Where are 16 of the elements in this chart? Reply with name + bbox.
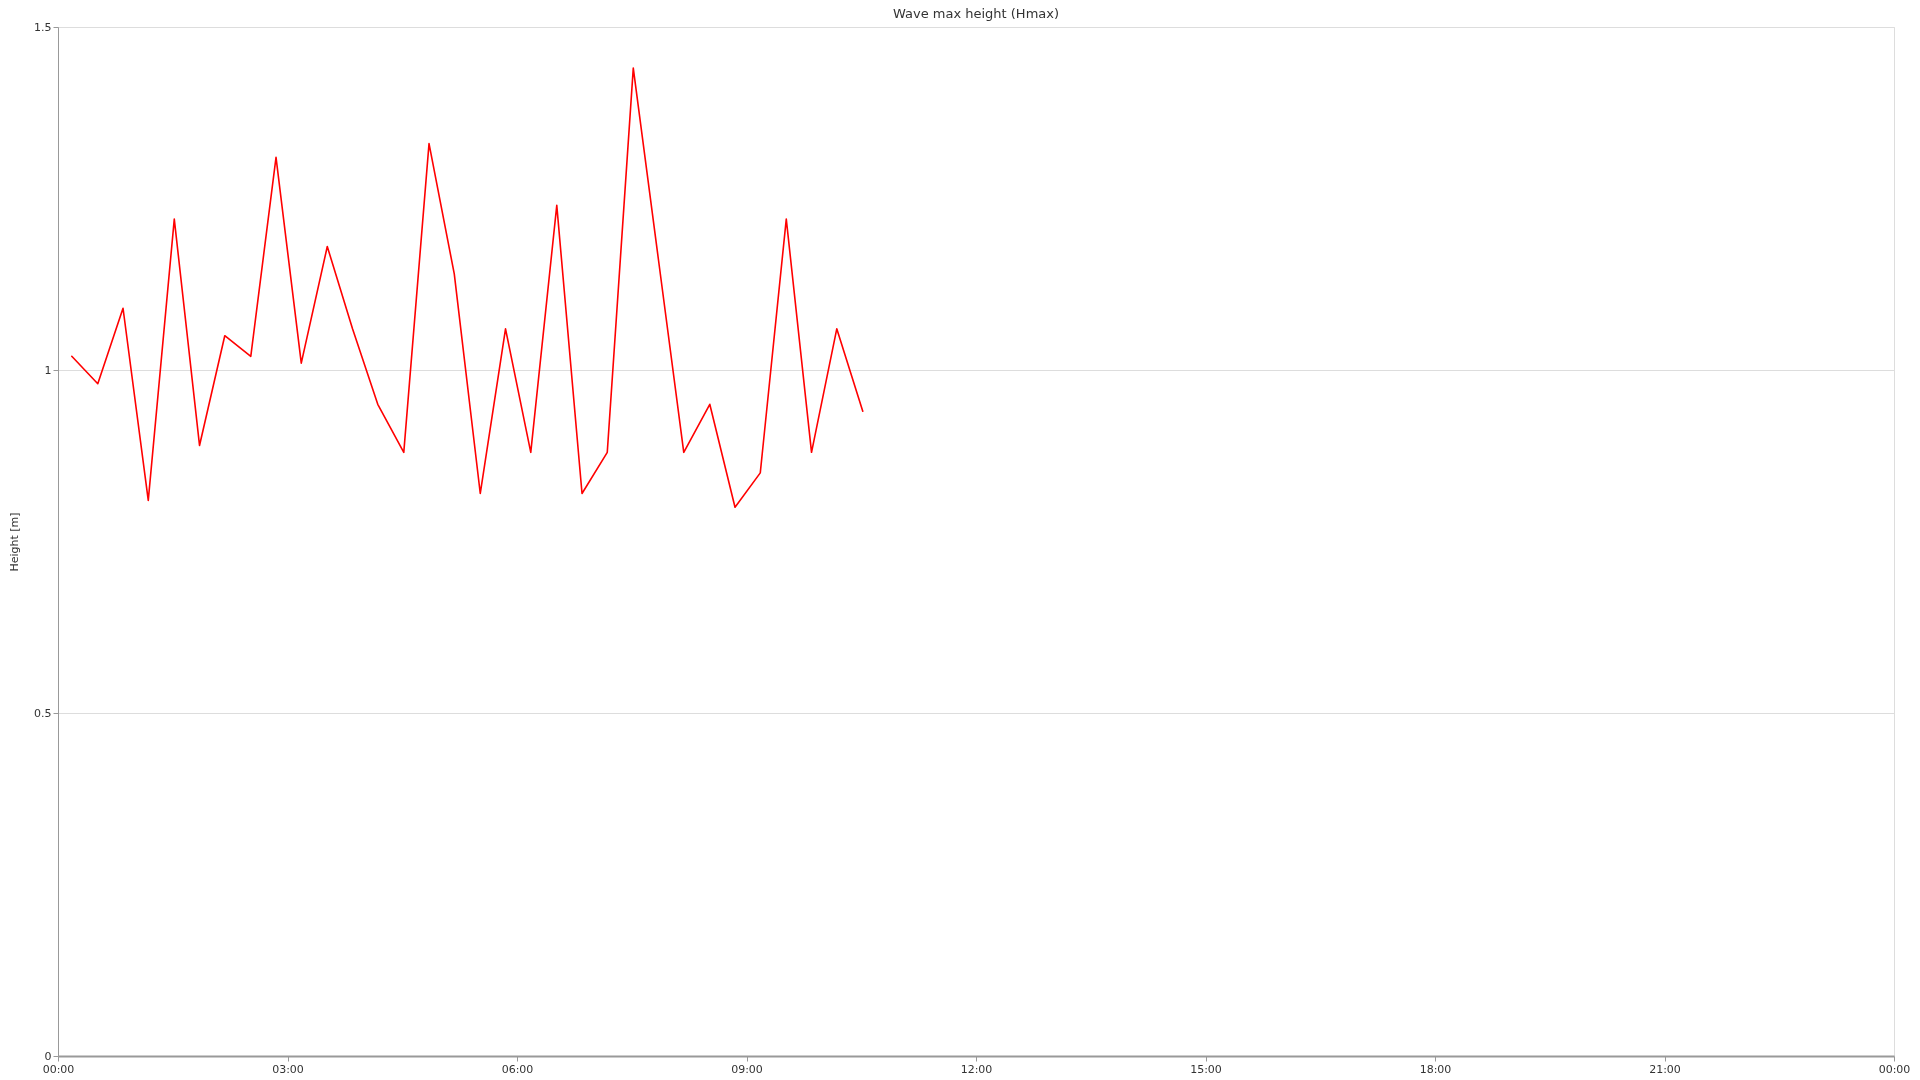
x-tick-label: 21:00 bbox=[1649, 1062, 1681, 1076]
x-tick-label: 09:00 bbox=[731, 1062, 763, 1076]
line-series bbox=[70, 67, 864, 508]
x-tick-label: 03:00 bbox=[272, 1062, 304, 1076]
x-tick-label: 06:00 bbox=[501, 1062, 534, 1076]
y-tick-label: 0.5 bbox=[34, 706, 52, 720]
y-tick-label: 0 bbox=[44, 1049, 52, 1063]
x-tick-label: 18:00 bbox=[1419, 1062, 1452, 1076]
y-tick-label: 1.5 bbox=[34, 20, 52, 34]
chart-title: Wave max height (Hmax) bbox=[892, 6, 1060, 21]
x-tick-label: 12:00 bbox=[960, 1062, 993, 1076]
x-tick-label: 15:00 bbox=[1190, 1062, 1222, 1076]
y-tick-label: 1 bbox=[44, 363, 52, 377]
y-axis-title: Height [m] bbox=[8, 512, 22, 572]
x-tick-label: 00:00 bbox=[1878, 1062, 1911, 1076]
x-tick-label: 00:00 bbox=[42, 1062, 75, 1076]
